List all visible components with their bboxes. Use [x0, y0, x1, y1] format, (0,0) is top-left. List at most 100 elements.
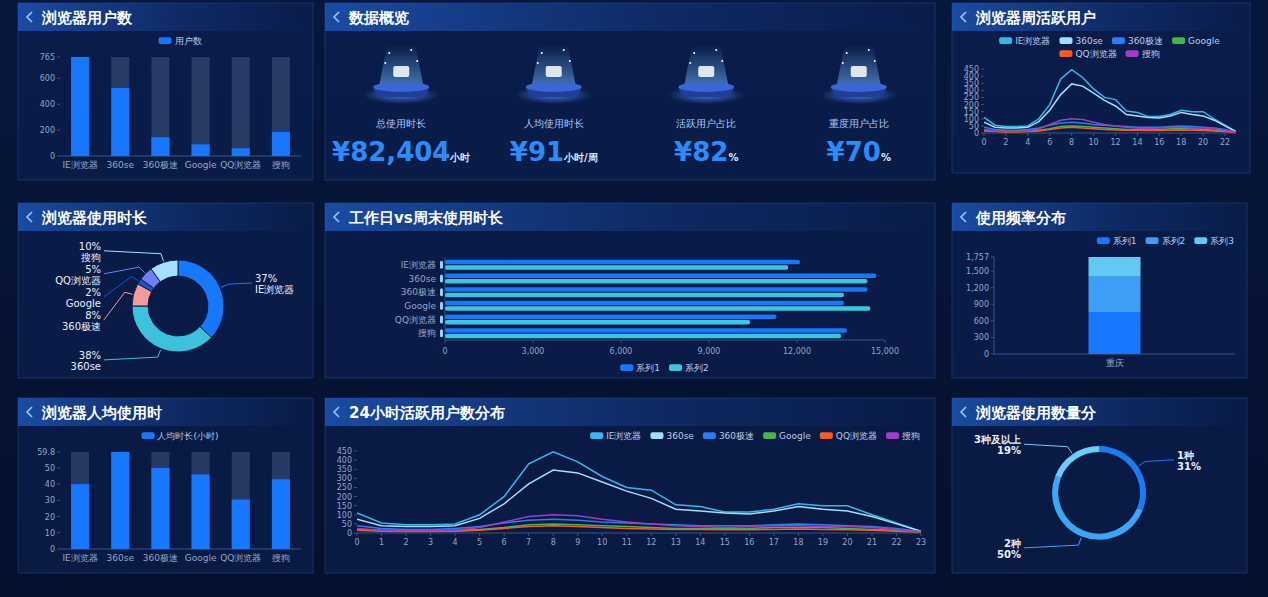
- y-tick: [57, 78, 60, 79]
- panel-title: 浏览器使用时长: [41, 209, 148, 227]
- bar-background: [232, 452, 250, 549]
- kpi-icon: [563, 49, 565, 51]
- y-tick: [354, 460, 357, 461]
- x-tick-label: 2: [1003, 138, 1008, 147]
- bar-background: [192, 452, 210, 549]
- bar: [232, 148, 250, 156]
- x-tick: [504, 533, 505, 536]
- x-tick-label: 22: [891, 538, 901, 547]
- x-tick: [357, 533, 358, 536]
- plot-marks: [71, 57, 290, 156]
- y-tick-label: 600: [40, 74, 55, 83]
- bar-background: [111, 57, 129, 156]
- x-tick-label: 11: [622, 538, 632, 547]
- kpi-icon: [684, 45, 728, 85]
- y-tick-label: 900: [974, 300, 989, 309]
- kpi-icon: [393, 66, 409, 77]
- y-tick-label: 1,200: [966, 284, 989, 293]
- panel: 使用频率分布系列1系列2系列303006009001,2001,5001,757…: [952, 203, 1247, 378]
- y-tick-label: 400: [337, 456, 352, 465]
- bar: [71, 484, 89, 549]
- kpi-number: 82: [692, 137, 728, 167]
- bar-segment: [1089, 277, 1141, 312]
- line: [357, 470, 921, 531]
- bar: [445, 315, 776, 320]
- y-tick: [354, 451, 357, 452]
- y-tick-label: 0: [347, 529, 352, 538]
- x-tick-label: 重庆: [1106, 358, 1124, 368]
- bar: [151, 468, 169, 549]
- header-icon: [27, 12, 32, 22]
- x-tick: [381, 533, 382, 536]
- line: [357, 519, 921, 531]
- y-tick-label: 0: [50, 152, 55, 161]
- kpi-icon: [410, 49, 412, 51]
- data-label: 1种: [1177, 450, 1194, 461]
- bar: [232, 500, 250, 549]
- x-tick: [1137, 133, 1138, 136]
- legend-label: 搜狗: [902, 431, 920, 441]
- data-label: 5%: [85, 264, 101, 275]
- x-tick-label: 360se: [107, 553, 135, 563]
- y-tick-label: 40: [45, 480, 55, 489]
- data-label: 360极速: [62, 321, 101, 332]
- panel-title: 使用频率分布: [975, 209, 1066, 227]
- x-tick-label: 22: [1220, 138, 1230, 147]
- y-tick-label: 350: [337, 465, 352, 474]
- x-tick: [1093, 133, 1094, 136]
- legend-swatch: [141, 432, 154, 439]
- kpi-label: 总使用时长: [375, 118, 426, 129]
- kpi-icon: [868, 49, 870, 51]
- kpi-value: ¥82%: [674, 137, 738, 167]
- x-tick-label: 20: [1198, 138, 1208, 147]
- y-tick-label: 300: [337, 474, 352, 483]
- leader-line: [1024, 538, 1081, 548]
- legend-label: 用户数: [175, 36, 202, 46]
- y-tick-label: 59.8: [37, 448, 55, 457]
- y-tick: [981, 83, 984, 84]
- kpi-prefix: ¥: [674, 137, 692, 167]
- legend-swatch: [1112, 37, 1125, 44]
- y-tick: [57, 549, 60, 550]
- kpi-icon: [526, 82, 582, 92]
- y-axis: [994, 257, 995, 354]
- kpi-icon: [384, 62, 386, 64]
- header-icon: [334, 212, 339, 222]
- legend-label: 360se: [1076, 36, 1104, 46]
- panel-bg: [18, 203, 313, 378]
- x-tick-label: 12,000: [783, 347, 811, 356]
- x-tick: [724, 533, 725, 536]
- x-tick-label: 7: [526, 538, 531, 547]
- y-tick: [981, 104, 984, 105]
- data-label: 31%: [1177, 461, 1201, 472]
- kpi-icon: [569, 60, 571, 62]
- panel-header: [952, 203, 1247, 231]
- kpi-number: 91: [528, 137, 564, 167]
- y-tick-label: 20: [45, 513, 55, 522]
- y-tick-label: Google: [404, 301, 436, 311]
- x-tick-label: 21: [867, 538, 877, 547]
- y-tick-label: 0: [50, 545, 55, 554]
- x-tick: [455, 533, 456, 536]
- data-label: 3种及以上: [974, 434, 1021, 445]
- bar: [192, 144, 210, 156]
- x-tick: [798, 533, 799, 536]
- kpi-icon: [831, 82, 887, 92]
- kpi-unit: 小时/周: [563, 152, 598, 163]
- x-tick: [621, 340, 622, 343]
- kpi-icon: [546, 66, 562, 77]
- x-tick-label: QQ浏览器: [220, 160, 261, 170]
- y-tick: [57, 130, 60, 131]
- background: [0, 0, 1268, 597]
- y-tick-label: QQ浏览器: [395, 315, 436, 325]
- panel-title: 浏览器用户数: [41, 9, 133, 27]
- legend: IE浏览器360se360极速GoogleQQ浏览器搜狗: [999, 36, 1220, 59]
- bar: [445, 320, 750, 325]
- y-tick: [57, 156, 60, 157]
- x-tick-label: 5: [477, 538, 482, 547]
- legend-label: 人均时长(小时): [157, 431, 218, 441]
- legend-swatch: [1146, 237, 1159, 244]
- legend-label: 系列1: [1113, 236, 1137, 246]
- kpi-icon: [851, 66, 867, 77]
- y-tick: [57, 532, 60, 533]
